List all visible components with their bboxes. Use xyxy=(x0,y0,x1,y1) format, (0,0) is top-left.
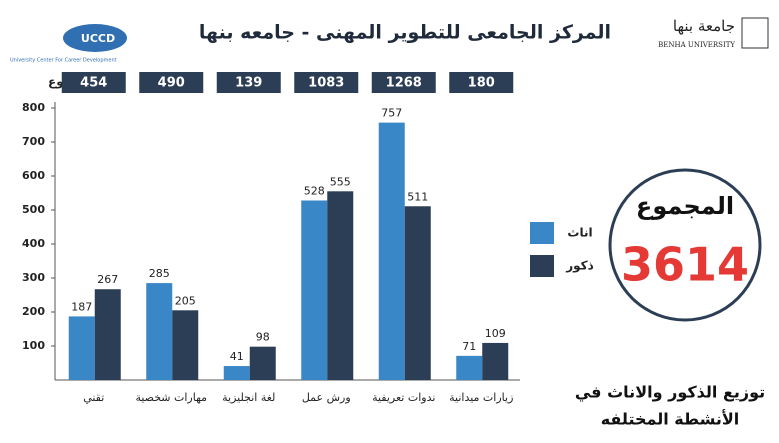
bar xyxy=(146,283,173,380)
caption: الأنشطة المختلفه xyxy=(601,410,740,429)
y-tick-label: 100 xyxy=(22,339,45,352)
value-label: 41 xyxy=(230,350,244,363)
bar xyxy=(301,200,328,380)
logo-english: BENHA UNIVERSITY xyxy=(658,41,735,49)
y-tick-label: 800 xyxy=(22,101,45,114)
legend-swatch xyxy=(530,255,554,277)
value-label: 187 xyxy=(71,300,92,313)
x-tick-label: ورش عمل xyxy=(302,391,351,404)
total-value: 180 xyxy=(468,76,495,91)
value-label: 205 xyxy=(175,294,196,307)
value-label: 285 xyxy=(149,267,170,280)
value-label: 555 xyxy=(330,175,351,188)
logo-text: University Center For Career Development xyxy=(10,58,117,64)
legend-swatch xyxy=(530,222,554,244)
logo-emblem xyxy=(741,17,769,49)
bar xyxy=(456,355,483,380)
legend-label: اناث xyxy=(567,226,592,240)
logo-name: UCCD xyxy=(81,32,115,45)
total-value: 490 xyxy=(158,76,185,91)
bar xyxy=(94,289,121,380)
y-tick-label: 300 xyxy=(22,271,45,284)
total-value: 139 xyxy=(235,76,262,91)
total-value: 454 xyxy=(80,76,107,91)
total-circle xyxy=(608,168,762,322)
bar xyxy=(223,366,250,380)
chart-title: المركز الجامعى للتطوير المهنى - جامعه بن… xyxy=(199,22,611,44)
value-label: 511 xyxy=(407,190,428,203)
total-value: 1268 xyxy=(386,76,422,91)
x-tick-label: ندوات تعريفية xyxy=(372,391,435,404)
value-label: 71 xyxy=(462,340,476,353)
value-label: 757 xyxy=(381,107,402,120)
y-tick-label: 500 xyxy=(22,203,45,216)
x-tick-label: لغة انجليزية xyxy=(222,391,275,404)
x-tick-label: تقني xyxy=(83,391,104,404)
bar xyxy=(249,346,276,380)
bar xyxy=(482,342,509,380)
bar xyxy=(404,206,431,380)
x-tick-label: زيارات ميدانية xyxy=(449,391,513,404)
y-tick-label: 400 xyxy=(22,237,45,250)
y-tick-label: 700 xyxy=(22,135,45,148)
total-box xyxy=(61,72,126,93)
caption: توزيع الذكور والاناث في xyxy=(575,383,765,403)
logo-shape xyxy=(63,24,127,52)
x-tick-label: مهارات شخصية xyxy=(135,391,207,404)
value-label: 528 xyxy=(304,184,325,197)
value-label: 267 xyxy=(97,273,118,286)
bar xyxy=(68,316,95,380)
logo-right: جامعة بنها BENHA UNIVERSITY xyxy=(658,17,769,49)
logo-arabic: جامعة بنها xyxy=(673,17,735,35)
value-label: 98 xyxy=(256,331,270,344)
value-label: 109 xyxy=(485,327,506,340)
bar xyxy=(378,122,405,381)
logo-left: UCCD University Center For Career Develo… xyxy=(10,24,127,64)
total-box xyxy=(449,72,514,93)
total-box xyxy=(294,72,359,93)
total-box xyxy=(371,72,436,93)
bar xyxy=(327,191,354,380)
bar xyxy=(172,310,199,380)
total-box xyxy=(139,72,204,93)
y-tick-label: 600 xyxy=(22,169,45,182)
total-value: 1083 xyxy=(308,76,344,91)
grand-total: 3614 xyxy=(621,238,749,292)
grand-total-label: المجموع xyxy=(636,192,734,220)
legend-label: ذكور xyxy=(565,259,594,274)
total-box xyxy=(216,72,281,93)
y-tick-label: 200 xyxy=(22,305,45,318)
